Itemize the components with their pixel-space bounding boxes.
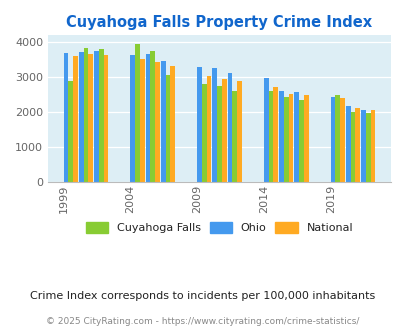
Bar xyxy=(360,110,365,182)
Bar xyxy=(88,53,93,182)
Bar xyxy=(237,82,241,182)
Bar xyxy=(294,92,298,182)
Bar xyxy=(268,90,273,182)
Bar xyxy=(350,112,354,182)
Bar xyxy=(278,91,283,182)
Bar xyxy=(83,48,88,182)
Bar xyxy=(221,79,226,182)
Bar xyxy=(212,68,217,182)
Bar xyxy=(155,62,160,182)
Bar xyxy=(135,44,140,182)
Bar xyxy=(79,52,83,182)
Bar xyxy=(98,49,103,182)
Bar xyxy=(345,106,350,182)
Bar xyxy=(197,67,201,182)
Bar xyxy=(201,84,206,182)
Bar xyxy=(339,98,344,182)
Bar xyxy=(354,109,359,182)
Text: Crime Index corresponds to incidents per 100,000 inhabitants: Crime Index corresponds to incidents per… xyxy=(30,291,375,301)
Text: © 2025 CityRating.com - https://www.cityrating.com/crime-statistics/: © 2025 CityRating.com - https://www.city… xyxy=(46,317,359,326)
Bar xyxy=(103,54,108,182)
Bar xyxy=(64,53,68,182)
Bar xyxy=(73,56,78,182)
Bar xyxy=(370,110,375,182)
Bar xyxy=(140,59,144,182)
Bar xyxy=(170,66,175,182)
Bar xyxy=(160,61,165,182)
Bar xyxy=(217,86,221,182)
Title: Cuyahoga Falls Property Crime Index: Cuyahoga Falls Property Crime Index xyxy=(66,15,372,30)
Bar xyxy=(94,51,98,182)
Bar xyxy=(68,81,73,182)
Bar xyxy=(165,75,170,182)
Bar xyxy=(288,94,293,182)
Bar xyxy=(303,95,308,182)
Bar xyxy=(335,95,339,182)
Bar xyxy=(232,91,237,182)
Bar xyxy=(365,113,370,182)
Bar xyxy=(298,100,303,182)
Bar xyxy=(150,51,155,182)
Bar xyxy=(283,96,288,182)
Legend: Cuyahoga Falls, Ohio, National: Cuyahoga Falls, Ohio, National xyxy=(81,217,357,238)
Bar xyxy=(330,96,335,182)
Bar xyxy=(263,78,268,182)
Bar xyxy=(206,76,211,182)
Bar xyxy=(145,53,150,182)
Bar xyxy=(273,87,277,182)
Bar xyxy=(227,74,232,182)
Bar xyxy=(130,54,135,182)
